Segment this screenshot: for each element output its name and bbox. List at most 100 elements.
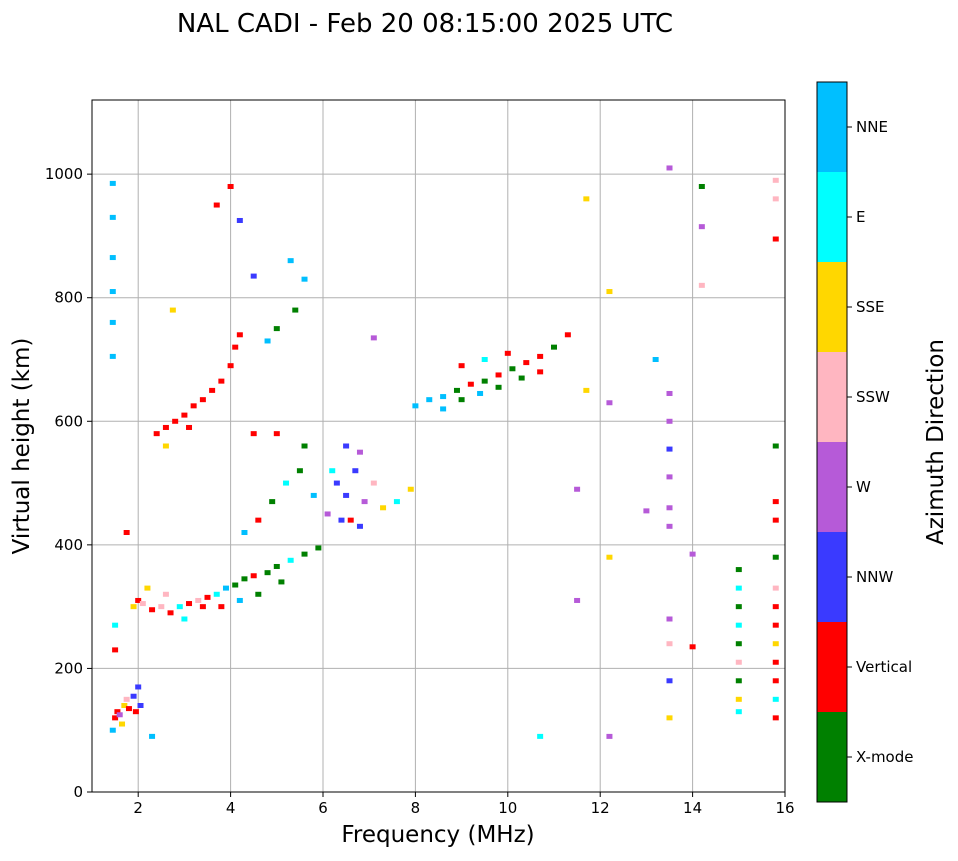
data-point	[135, 684, 142, 690]
data-point	[153, 431, 160, 437]
data-point	[167, 610, 174, 616]
data-point	[772, 696, 779, 702]
data-point	[310, 492, 317, 498]
data-point	[495, 384, 502, 390]
data-point	[130, 604, 137, 610]
data-point	[393, 499, 400, 505]
data-point	[109, 180, 116, 186]
data-point	[772, 585, 779, 591]
data-point	[564, 332, 571, 338]
data-point	[735, 585, 742, 591]
data-point	[324, 511, 331, 517]
series-2	[241, 431, 414, 535]
data-point	[130, 693, 137, 699]
chart-title: NAL CADI - Feb 20 08:15:00 2025 UTC	[177, 9, 673, 39]
data-point	[114, 709, 121, 715]
data-point	[241, 576, 248, 582]
data-point	[116, 712, 123, 718]
data-point	[162, 424, 169, 430]
data-point	[121, 703, 128, 708]
data-point	[606, 400, 613, 406]
data-point	[735, 678, 742, 684]
x-tick-label: 14	[683, 799, 702, 817]
colorbar-segment	[817, 442, 847, 532]
colorbar: X-mode Vertical NNW W SSW SSE E NNE	[816, 81, 913, 803]
data-point	[380, 505, 387, 511]
data-point	[666, 505, 673, 511]
data-point	[112, 715, 119, 721]
x-tick-label: 6	[318, 799, 328, 817]
data-point	[213, 202, 220, 208]
y-axis-ticks: 0 200 400 600 800 1000	[45, 165, 92, 801]
data-point	[222, 585, 229, 591]
colorbar-segment	[817, 622, 847, 712]
data-point	[426, 397, 433, 403]
data-point	[698, 184, 705, 189]
data-point	[119, 721, 126, 727]
data-point	[209, 387, 216, 393]
data-point	[495, 372, 502, 378]
colorbar-segment	[817, 262, 847, 352]
data-point	[227, 363, 234, 369]
data-point	[109, 255, 116, 261]
data-point	[264, 338, 271, 344]
data-point	[218, 604, 225, 610]
data-point	[109, 727, 116, 733]
data-point	[643, 508, 650, 514]
data-point	[698, 282, 705, 288]
series-1	[130, 545, 322, 622]
data-point	[412, 403, 419, 409]
data-point	[666, 474, 673, 480]
data-point	[236, 332, 243, 338]
x-axis-label: Frequency (MHz)	[341, 822, 534, 848]
data-point	[504, 350, 511, 356]
data-point	[236, 217, 243, 223]
y-tick-label: 600	[54, 412, 83, 430]
data-point	[186, 601, 193, 607]
data-point	[652, 357, 659, 362]
colorbar-frame	[816, 81, 848, 803]
data-point	[735, 604, 742, 610]
grid	[92, 100, 786, 793]
colorbar-tick-label: W	[856, 478, 871, 496]
data-point	[296, 468, 303, 474]
y-axis-label: Virtual height (km)	[9, 338, 35, 555]
data-point	[329, 468, 336, 474]
data-point	[283, 480, 290, 486]
data-point	[666, 418, 673, 424]
x-axis-ticks: 2 4 6 8 10 12 14 16	[133, 792, 795, 817]
data-point	[162, 443, 169, 449]
series-4	[412, 332, 571, 412]
y-tick-label: 1000	[45, 165, 83, 183]
data-point	[772, 715, 779, 721]
data-point	[301, 276, 308, 282]
data-point	[772, 659, 779, 665]
series-6	[109, 180, 696, 739]
data-points	[109, 165, 779, 739]
data-point	[109, 353, 116, 359]
data-point	[109, 319, 116, 325]
data-point	[481, 357, 488, 362]
data-point	[772, 517, 779, 523]
y-tick-label: 400	[54, 536, 83, 554]
colorbar-segment	[817, 532, 847, 622]
data-point	[109, 214, 116, 220]
colorbar-segment	[817, 172, 847, 262]
data-point	[583, 196, 590, 202]
data-point	[666, 165, 673, 171]
colorbar-segment	[817, 712, 847, 802]
series-3	[153, 332, 243, 449]
data-point	[772, 554, 779, 560]
data-point	[772, 499, 779, 505]
data-point	[144, 585, 151, 591]
data-point	[343, 443, 350, 449]
data-point	[606, 554, 613, 560]
data-point	[264, 570, 271, 576]
data-point	[537, 353, 544, 359]
x-tick-label: 2	[133, 799, 143, 817]
data-point	[551, 344, 557, 350]
data-point	[666, 446, 673, 452]
data-point	[241, 530, 248, 535]
data-point	[112, 622, 119, 628]
